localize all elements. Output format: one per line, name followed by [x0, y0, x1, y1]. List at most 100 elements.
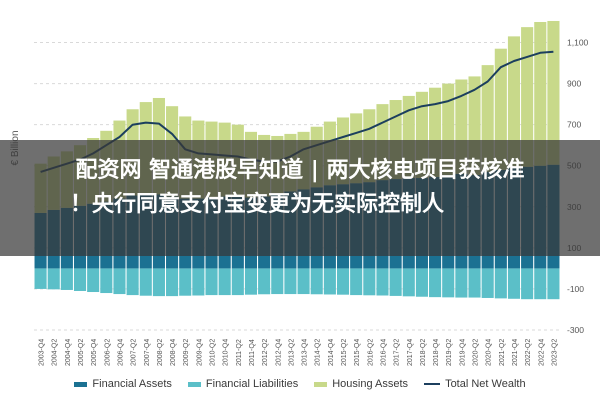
- x-tick-label: 2022-Q2: [525, 339, 532, 366]
- financial-liabilities-bar: [455, 268, 468, 298]
- legend-swatch-housing-assets: [314, 381, 328, 387]
- financial-liabilities-bar: [100, 268, 113, 294]
- financial-liabilities-bar: [231, 268, 244, 296]
- financial-liabilities-bar: [547, 268, 560, 300]
- headline-overlay: [0, 140, 600, 256]
- financial-liabilities-bar: [244, 268, 258, 295]
- financial-liabilities-bar: [87, 268, 100, 293]
- financial-liabilities-bar: [310, 268, 323, 295]
- x-tick-label: 2017-Q4: [407, 339, 414, 366]
- financial-liabilities-bar: [126, 268, 139, 296]
- headline-line-1[interactable]: 配资网 智通港股早知道 | 两大核电项目获核准: [75, 158, 525, 183]
- financial-liabilities-bar: [166, 268, 179, 297]
- legend-swatch-financial-assets: [74, 381, 88, 387]
- y-tick-label: -100: [567, 284, 584, 294]
- x-tick-label: 2020-Q4: [486, 339, 493, 366]
- headline-text[interactable]: 配资网 智通港股早知道 | 两大核电项目获核准 ！央行同意支付宝变更为无实际控制…: [0, 154, 600, 222]
- financial-liabilities-bar: [60, 268, 73, 290]
- x-tick-label: 2016-Q4: [380, 339, 387, 366]
- financial-liabilities-bar: [152, 268, 165, 297]
- x-tick-label: 2006-Q4: [117, 339, 124, 366]
- legend-item-financial-assets: Financial Assets: [74, 378, 172, 390]
- housing-assets-bar: [547, 20, 560, 165]
- x-tick-label: 2008-Q4: [170, 339, 177, 366]
- financial-liabilities-bar: [179, 268, 192, 296]
- legend-item-housing-assets: Housing Assets: [314, 378, 408, 390]
- financial-liabilities-bar: [336, 268, 350, 295]
- x-tick-label: 2004-Q4: [65, 339, 72, 366]
- x-tick-label: 2003-Q4: [39, 339, 46, 366]
- x-tick-label: 2007-Q4: [144, 339, 151, 366]
- x-tick-label: 2007-Q2: [131, 339, 138, 366]
- x-tick-label: 2012-Q2: [262, 339, 269, 366]
- x-tick-label: 2023-Q2: [551, 339, 558, 366]
- financial-liabilities-bar: [429, 268, 442, 298]
- x-tick-label: 2015-Q4: [354, 339, 361, 366]
- x-tick-label: 2014-Q4: [328, 339, 335, 366]
- y-tick-label: 700: [567, 120, 581, 130]
- financial-liabilities-bar: [363, 268, 376, 296]
- legend-label-financial-assets: Financial Assets: [92, 378, 172, 390]
- financial-liabilities-bar: [494, 268, 507, 299]
- x-tick-label: 2022-Q4: [538, 339, 545, 366]
- financial-liabilities-bar: [323, 268, 336, 295]
- housing-assets-bar: [534, 22, 547, 166]
- x-tick-label: 2008-Q2: [157, 339, 164, 366]
- legend-item-total-net-wealth: Total Net Wealth: [424, 378, 526, 390]
- x-tick-label: 2011-Q2: [236, 339, 243, 366]
- x-tick-label: 2020-Q2: [473, 339, 480, 366]
- financial-liabilities-bar: [402, 268, 415, 297]
- legend-swatch-total-net-wealth: [424, 383, 441, 385]
- x-tick-label: 2017-Q2: [394, 339, 401, 366]
- financial-liabilities-bar: [442, 268, 455, 298]
- x-tick-label: 2011-Q4: [249, 339, 256, 366]
- x-tick-label: 2010-Q2: [210, 339, 217, 366]
- financial-liabilities-bar: [389, 268, 402, 296]
- x-tick-label: 2019-Q4: [459, 339, 466, 366]
- x-tick-label: 2019-Q2: [446, 339, 453, 366]
- y-tick-label: -300: [567, 325, 584, 335]
- financial-liabilities-bar: [218, 268, 231, 296]
- legend-item-financial-liabilities: Financial Liabilities: [187, 378, 299, 390]
- x-tick-label: 2018-Q4: [433, 339, 440, 366]
- legend-label-total-net-wealth: Total Net Wealth: [445, 378, 526, 390]
- x-tick-label: 2010-Q4: [223, 339, 230, 366]
- financial-liabilities-bar: [376, 268, 389, 296]
- legend-label-financial-liabilities: Financial Liabilities: [205, 378, 299, 390]
- financial-liabilities-bar: [534, 268, 547, 300]
- x-tick-label: 2009-Q2: [183, 339, 190, 366]
- financial-liabilities-bar: [139, 268, 152, 296]
- financial-liabilities-bar: [205, 268, 218, 296]
- financial-liabilities-bar: [192, 268, 205, 296]
- financial-liabilities-bar: [350, 268, 363, 296]
- financial-liabilities-bar: [507, 268, 521, 299]
- housing-assets-bar: [494, 48, 507, 170]
- x-tick-label: 2004-Q2: [52, 339, 59, 366]
- x-tick-label: 2021-Q2: [499, 339, 506, 366]
- x-tick-label: 2015-Q2: [341, 339, 348, 366]
- x-tick-label: 2013-Q2: [288, 339, 295, 366]
- headline-line-2[interactable]: ！央行同意支付宝变更为无实际控制人: [70, 192, 445, 217]
- financial-liabilities-bar: [284, 268, 297, 295]
- x-axis-ticks: 2003-Q4 2004-Q2 2004-Q4 2005-Q2 2005-Q4 2006-…: [39, 339, 559, 366]
- financial-liabilities-bar: [297, 268, 310, 295]
- x-tick-label: 2006-Q2: [104, 339, 111, 366]
- housing-assets-bar: [507, 36, 521, 168]
- housing-assets-bar: [521, 27, 534, 167]
- x-tick-label: 2009-Q4: [196, 339, 203, 366]
- financial-liabilities-bar: [271, 268, 284, 295]
- financial-liabilities-bar: [258, 268, 271, 295]
- legend-swatch-financial-liabilities: [187, 381, 201, 387]
- legend: Financial Assets Financial Liabilities H…: [0, 374, 600, 394]
- y-tick-label: 1,100: [567, 38, 589, 48]
- x-tick-label: 2012-Q4: [275, 339, 282, 366]
- x-tick-label: 2005-Q2: [78, 339, 85, 366]
- financial-liabilities-bar: [521, 268, 534, 300]
- financial-liabilities-bar: [73, 268, 87, 291]
- x-tick-label: 2021-Q4: [512, 339, 519, 366]
- financial-liabilities-bar: [415, 268, 428, 297]
- x-tick-label: 2018-Q2: [420, 339, 427, 366]
- financial-liabilities-bar: [113, 268, 126, 295]
- legend-label-housing-assets: Housing Assets: [332, 378, 409, 390]
- x-tick-label: 2005-Q4: [91, 339, 98, 366]
